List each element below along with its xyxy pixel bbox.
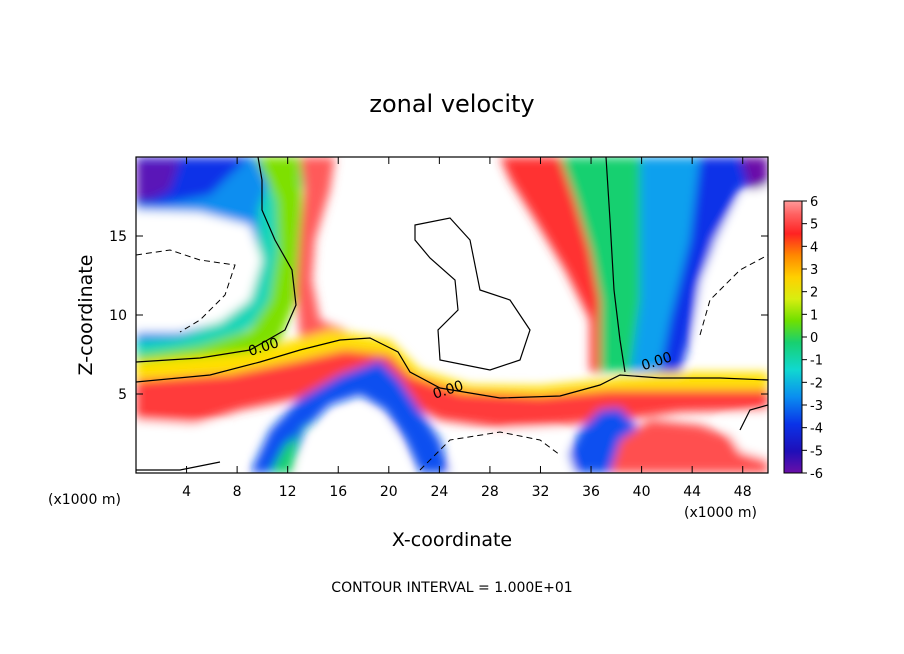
- x-tick-label: 16: [329, 484, 347, 500]
- x-tick-label: 8: [233, 484, 242, 500]
- colorbar-label: -4: [810, 422, 823, 437]
- x-tick-label: 28: [481, 484, 499, 500]
- x-axis: 4 8 12 16 20 24 28 32 36 40 44 48: [182, 157, 752, 500]
- x-tick-label: 20: [380, 484, 398, 500]
- x-tick-label: 4: [182, 484, 191, 500]
- y-tick-label: 15: [109, 229, 127, 245]
- colorbar-label: 4: [810, 240, 818, 255]
- x-unit-label-right: (x1000 m): [684, 505, 757, 521]
- contour-interval-note: CONTOUR INTERVAL = 1.000E+01: [331, 580, 572, 596]
- x-axis-label: X-coordinate: [392, 529, 512, 551]
- x-tick-label: 44: [683, 484, 701, 500]
- colorbar-label: 0: [810, 331, 818, 346]
- colorbar: 6 5 4 3 2 1 0 -1 -2 -3 -4 -5 -6: [783, 195, 823, 482]
- colorbar-label: -3: [810, 399, 823, 414]
- colorbar-label: -6: [810, 467, 823, 482]
- x-tick-label: 40: [633, 484, 651, 500]
- x-tick-label: 24: [430, 484, 448, 500]
- y-axis: 5 10 15: [109, 229, 768, 403]
- chart-title: zonal velocity: [369, 90, 534, 118]
- x-tick-label: 48: [734, 484, 752, 500]
- y-axis-label: Z-coordinate: [75, 255, 97, 376]
- colorbar-label: 2: [810, 286, 818, 301]
- colorbar-label: 5: [810, 218, 818, 233]
- x-tick-label: 32: [532, 484, 550, 500]
- colorbar-gradient: [783, 200, 803, 474]
- colorbar-label: -1: [810, 354, 823, 369]
- colorbar-label: 1: [810, 308, 818, 323]
- x-tick-label: 12: [279, 484, 297, 500]
- velocity-field: [136, 157, 768, 473]
- x-tick-label: 36: [582, 484, 600, 500]
- y-tick-label: 10: [109, 308, 127, 324]
- colorbar-label: 6: [810, 195, 818, 210]
- y-tick-label: 5: [118, 387, 127, 403]
- x-unit-label-left: (x1000 m): [48, 492, 121, 508]
- colorbar-label: -2: [810, 376, 823, 391]
- colorbar-label: 3: [810, 263, 818, 278]
- colorbar-label: -5: [810, 444, 823, 459]
